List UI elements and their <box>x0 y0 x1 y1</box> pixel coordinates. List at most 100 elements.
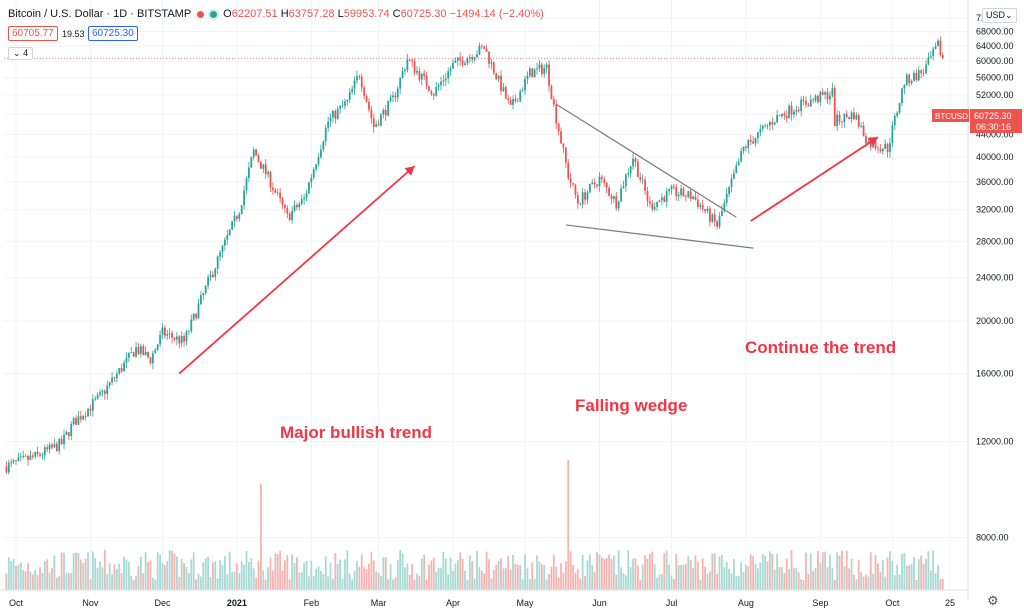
volume-bar <box>106 574 109 590</box>
candle-body <box>742 146 745 151</box>
candle-body <box>154 349 157 354</box>
candle-body <box>521 90 524 92</box>
volume-bar <box>773 569 776 590</box>
candle-body <box>94 398 97 400</box>
volume-bar <box>240 561 243 590</box>
candle-body <box>118 368 121 374</box>
candle-body <box>725 193 728 203</box>
candle-body <box>135 347 137 357</box>
volume-bar <box>454 563 457 590</box>
candle-body <box>344 101 346 106</box>
volume-bar <box>500 558 502 590</box>
volume-bar <box>600 557 603 590</box>
candle-body <box>567 162 570 179</box>
candle-body <box>588 183 591 193</box>
candle-body <box>444 78 447 81</box>
volume-bar <box>60 552 63 590</box>
candle-body <box>180 335 183 344</box>
volume-bar <box>677 565 680 590</box>
volume-bar <box>586 560 589 590</box>
candle-body <box>228 229 231 236</box>
currency-select[interactable]: USD⌄ <box>982 8 1017 23</box>
gear-icon[interactable]: ⚙ <box>987 593 999 608</box>
volume-bar <box>5 573 8 590</box>
volume-bar <box>144 552 147 590</box>
volume-bar <box>449 557 452 590</box>
candle-body <box>339 105 342 109</box>
volume-bar <box>180 558 183 590</box>
grid <box>4 0 968 590</box>
volume-bar <box>644 555 646 590</box>
candle-body <box>413 61 416 73</box>
candle-body <box>334 111 337 119</box>
volume-bar <box>75 552 77 590</box>
candle-body <box>579 203 582 205</box>
candle-body <box>199 295 202 305</box>
volume-bar <box>737 575 740 590</box>
indicators-toggle[interactable]: ⌄ 4 <box>8 47 34 60</box>
volume-bar <box>252 568 255 590</box>
candle-body <box>805 100 807 105</box>
volume-bar <box>430 560 433 590</box>
candle-body <box>754 138 757 144</box>
volume-bar <box>447 574 450 590</box>
candle-body <box>757 132 759 139</box>
volume-bar <box>137 566 140 590</box>
volume-bar <box>476 550 478 590</box>
volume-bar <box>809 553 812 590</box>
candle-body <box>461 60 464 66</box>
volume-bar <box>610 558 613 590</box>
candle-body <box>360 76 363 88</box>
volume-bar <box>576 569 579 590</box>
candle-body <box>387 100 390 116</box>
volume-bar <box>608 554 610 590</box>
candle-body <box>173 337 176 340</box>
volume-bar <box>41 573 44 590</box>
volume-bar <box>723 567 726 590</box>
candle-body <box>574 184 577 196</box>
candle-body <box>115 373 118 379</box>
volume-bar <box>555 566 558 590</box>
candle-body <box>197 304 200 319</box>
candle-body <box>663 197 666 202</box>
volume-bar <box>514 563 517 590</box>
buy-button[interactable]: 60725.30 <box>88 26 138 41</box>
volume-bar <box>867 576 870 590</box>
candle-body <box>819 91 822 103</box>
volume-bar <box>872 573 875 590</box>
candle-body <box>701 205 704 210</box>
trend-arrow-head <box>404 165 415 176</box>
symbol-title[interactable]: Bitcoin / U.S. Dollar · 1D · BITSTAMP <box>8 8 192 20</box>
volume-bar <box>653 564 656 590</box>
volume-bar <box>788 569 791 590</box>
candle-body <box>610 195 613 199</box>
candle-body <box>934 46 937 49</box>
volume-bar <box>339 559 342 590</box>
candle-body <box>248 167 250 179</box>
price-tick-label: 28000.00 <box>976 236 1014 246</box>
candle-body <box>824 92 827 95</box>
candle-body <box>708 208 711 222</box>
candle-body <box>632 158 634 167</box>
volume-bar <box>82 563 85 590</box>
candle-body <box>252 149 255 158</box>
volume-bar <box>745 564 747 590</box>
candle-body <box>915 72 918 81</box>
candle-body <box>891 125 894 144</box>
candle-body <box>7 462 10 473</box>
candle-body <box>504 87 507 99</box>
candle-body <box>257 155 260 162</box>
candle-body <box>507 98 510 100</box>
candle-body <box>850 112 853 120</box>
time-tick-label: Sep <box>812 598 828 608</box>
candle-body <box>672 186 675 187</box>
candle-body <box>867 141 870 144</box>
sell-button[interactable]: 60705.77 <box>8 26 58 41</box>
volume-bar <box>228 551 231 590</box>
volume-bar <box>884 576 887 590</box>
volume-bar <box>394 577 397 590</box>
volume-bar <box>108 563 111 590</box>
candle-body <box>262 164 265 169</box>
volume-bar <box>699 579 702 590</box>
